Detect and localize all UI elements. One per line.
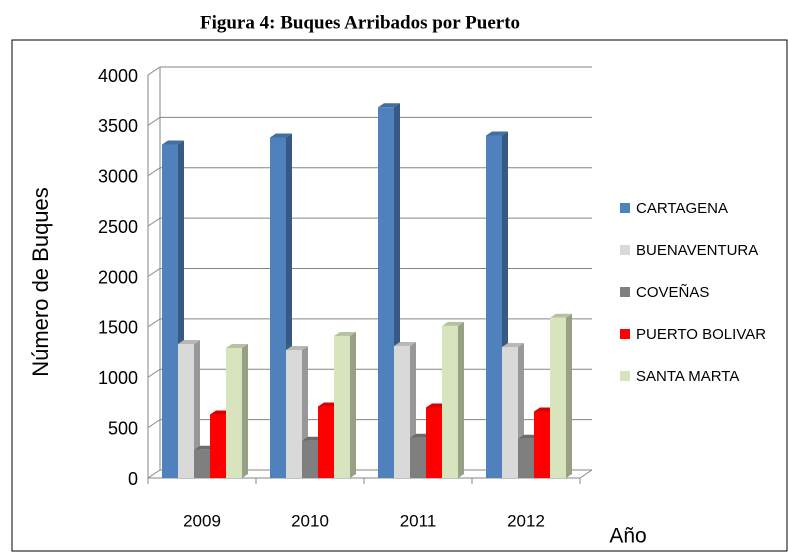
legend-label: CARTAGENA	[636, 200, 728, 217]
bar	[378, 107, 394, 479]
legend-label: COVEÑAS	[636, 284, 709, 301]
legend-label: SANTA MARTA	[636, 368, 739, 385]
legend-label: PUERTO BOLIVAR	[636, 326, 766, 343]
bar-top	[502, 343, 524, 348]
grid-depth	[147, 318, 161, 328]
bar	[518, 438, 534, 478]
bar	[286, 350, 302, 478]
x-tick-label: 2009	[183, 511, 221, 530]
grid-depth	[147, 217, 161, 227]
y-axis-label: Número de Buques	[28, 187, 53, 377]
bar	[534, 411, 550, 478]
bar	[178, 344, 194, 478]
bar	[334, 335, 350, 478]
bar-side	[194, 340, 200, 478]
grid-depth	[147, 66, 161, 76]
y-tick-label: 2000	[98, 267, 138, 287]
bar-top	[286, 346, 308, 351]
bar	[318, 406, 334, 478]
x-tick-label: 2012	[507, 511, 545, 530]
bar	[226, 348, 242, 478]
bar-top	[270, 133, 292, 138]
bar	[410, 437, 426, 478]
legend-swatch	[620, 245, 630, 255]
legend-swatch	[620, 287, 630, 297]
y-tick-label: 2500	[98, 217, 138, 237]
bar-side	[566, 313, 572, 478]
bar-top	[178, 340, 200, 345]
chart-border	[11, 39, 788, 552]
bar	[486, 135, 502, 478]
bar-top	[394, 342, 416, 347]
legend-swatch	[620, 329, 630, 339]
x-axis-label: Año	[609, 525, 646, 548]
bar	[502, 347, 518, 478]
y-tick-label: 1500	[98, 318, 138, 338]
bar-top	[226, 344, 248, 349]
x-tick-label: 2011	[400, 511, 437, 530]
bar-top	[442, 321, 464, 326]
grid-depth	[147, 368, 161, 378]
y-tick-label: 3000	[98, 167, 138, 187]
grid-depth	[147, 116, 161, 126]
grid-depth	[147, 469, 161, 479]
y-tick-label: 1000	[98, 368, 138, 388]
grid-depth	[147, 419, 161, 429]
bar	[162, 144, 178, 478]
bar	[426, 407, 442, 478]
bar	[194, 449, 210, 478]
bar-top	[486, 131, 508, 136]
bar	[442, 325, 458, 478]
bar	[302, 440, 318, 478]
bar-side	[350, 331, 356, 478]
bar-side	[242, 344, 248, 478]
floor-edge	[579, 469, 593, 479]
bar-side	[458, 321, 464, 478]
grid-depth	[147, 268, 161, 277]
grid-depth	[147, 167, 161, 177]
bar	[210, 414, 226, 478]
legend-swatch	[620, 203, 630, 213]
bar	[394, 346, 410, 478]
legend-label: BUENAVENTURA	[636, 242, 758, 259]
bar	[270, 137, 286, 478]
bar	[550, 317, 566, 478]
bar-top	[378, 103, 400, 108]
bar-top	[550, 313, 572, 318]
legend-swatch	[620, 371, 630, 381]
y-tick-label: 500	[108, 418, 138, 438]
chart-title: Figura 4: Buques Arribados por Puerto	[200, 12, 520, 33]
y-tick-label: 0	[128, 469, 138, 489]
x-tick-label: 2010	[291, 511, 329, 530]
y-tick-label: 4000	[98, 66, 138, 86]
bar-top	[162, 140, 184, 145]
bar-top	[334, 331, 356, 336]
y-tick-label: 3500	[98, 116, 138, 136]
